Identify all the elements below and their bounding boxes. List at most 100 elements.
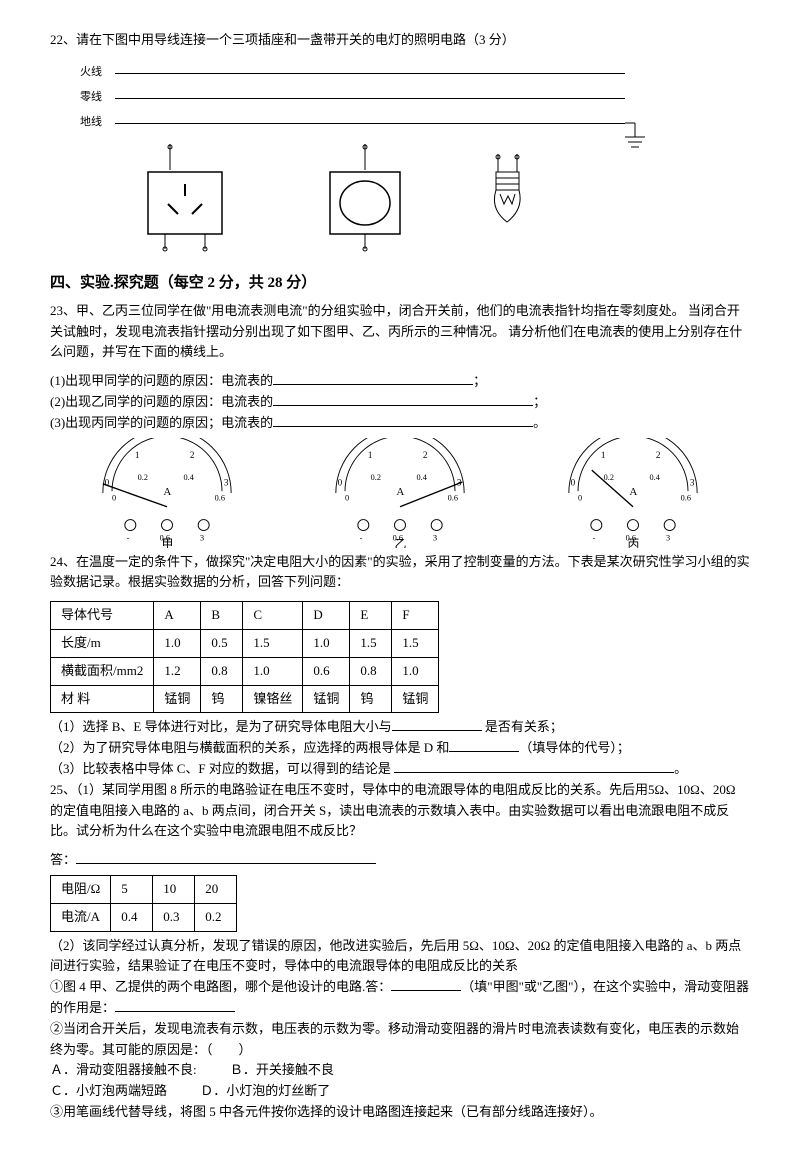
q25-s1: ①图 4 甲、乙提供的两个电路图，哪个是他设计的电路.答：（填"甲图"或"乙图"… xyxy=(50,977,750,1019)
svg-text:3: 3 xyxy=(200,533,204,542)
table-row: 横截面积/mm2 1.2 0.8 1.0 0.6 0.8 1.0 xyxy=(51,657,439,685)
q25-s3: ③用笔画线代替导线，将图 5 中各元件按你选择的设计电路图连接起来（已有部分线路… xyxy=(50,1102,750,1123)
cell: 1.0 xyxy=(243,657,303,685)
cell: 锰铜 xyxy=(154,685,201,713)
zero-label: 零线 xyxy=(80,89,102,107)
option-b[interactable]: Ｂ．开关接触不良 xyxy=(230,1062,334,1077)
th: D xyxy=(303,602,350,630)
socket-icon xyxy=(140,144,230,254)
ammeter-jia: 0123 00.20.40.6 A - 0.6 3 甲 xyxy=(77,438,257,548)
cell: 1.0 xyxy=(303,629,350,657)
cell: 20 xyxy=(195,875,237,903)
svg-text:2: 2 xyxy=(423,450,428,460)
cell: 0.6 xyxy=(303,657,350,685)
cell: 1.5 xyxy=(350,629,392,657)
svg-text:-: - xyxy=(360,533,363,542)
svg-text:3: 3 xyxy=(690,477,695,487)
ground-line xyxy=(115,123,625,124)
circuit-diagram: 火线 零线 地线 xyxy=(80,59,640,259)
cell: 电流/A xyxy=(51,903,111,931)
q24-blank1[interactable] xyxy=(392,717,482,731)
svg-text:0.4: 0.4 xyxy=(183,473,193,482)
q25-options: Ａ．滑动变阻器接触不良: Ｂ．开关接触不良 Ｃ．小灯泡两端短路 Ｄ．小灯泡的灯丝… xyxy=(50,1060,750,1102)
q23-p2-text: (2)出现乙同学的问题的原因：电流表的 xyxy=(50,394,273,409)
option-a[interactable]: Ａ．滑动变阻器接触不良: xyxy=(50,1062,197,1077)
cell: 0.3 xyxy=(153,903,195,931)
q24-blank3[interactable] xyxy=(394,759,674,773)
q25-blank-ans[interactable] xyxy=(76,850,376,864)
svg-text:0: 0 xyxy=(338,477,343,487)
svg-text:0.6: 0.6 xyxy=(448,493,458,502)
cell: 镍铬丝 xyxy=(243,685,303,713)
option-d[interactable]: Ｄ．小灯泡的灯丝断了 xyxy=(200,1083,330,1098)
cell: 0.5 xyxy=(201,629,243,657)
th: E xyxy=(350,602,392,630)
cell: 0.8 xyxy=(350,657,392,685)
svg-text:-: - xyxy=(593,533,596,542)
cell: 5 xyxy=(111,875,153,903)
svg-text:0: 0 xyxy=(578,493,582,502)
q25-blank-s1[interactable] xyxy=(391,977,461,991)
q24-p1: （1）选择 B、E 导体进行对比，是为了研究导体电阻大小与 是否有关系； xyxy=(50,717,750,738)
q24-table: 导体代号 A B C D E F 长度/m 1.0 0.5 1.5 1.0 1.… xyxy=(50,601,439,713)
q23-blank2[interactable] xyxy=(273,392,533,406)
q24-intro: 24、在温度一定的条件下，做探究"决定电阻大小的因素"的实验，采用了控制变量的方… xyxy=(50,552,750,594)
q23-blank3[interactable] xyxy=(273,413,533,427)
q25-blank-s1b[interactable] xyxy=(115,998,235,1012)
q23-p3-text: (3)出现丙同学的问题的原因；电流表的 xyxy=(50,415,273,430)
svg-text:1: 1 xyxy=(368,450,373,460)
cell: 锰铜 xyxy=(392,685,439,713)
q23-p1-text: (1)出现甲同学的问题的原因：电流表的 xyxy=(50,373,273,388)
cell: 1.0 xyxy=(154,629,201,657)
q24-p2: （2）为了研究导体电阻与横截面积的关系，应选择的两根导体是 D 和（填导体的代号… xyxy=(50,738,750,759)
fire-label: 火线 xyxy=(80,64,102,82)
q24-p3b: 。 xyxy=(674,761,687,776)
th: F xyxy=(392,602,439,630)
ground-label: 地线 xyxy=(80,114,102,132)
svg-text:0.2: 0.2 xyxy=(137,473,147,482)
svg-text:3: 3 xyxy=(223,477,228,487)
svg-text:0: 0 xyxy=(112,493,116,502)
svg-text:甲: 甲 xyxy=(161,537,173,548)
switch-icon xyxy=(320,144,410,254)
q24-p1b: 是否有关系； xyxy=(482,719,563,734)
svg-text:0.2: 0.2 xyxy=(371,473,381,482)
ammeter-bing: 0123 00.20.40.6 A - 0.6 3 丙 xyxy=(543,438,723,548)
svg-text:0.6: 0.6 xyxy=(681,493,691,502)
q25-table: 电阻/Ω 5 10 20 电流/A 0.4 0.3 0.2 xyxy=(50,875,237,932)
q24-p2b: （填导体的代号）； xyxy=(519,740,630,755)
ground-icon xyxy=(620,117,650,157)
svg-text:0.6: 0.6 xyxy=(214,493,224,502)
ammeter-row: 0123 00.20.40.6 A - 0.6 3 甲 0123 00.20.4… xyxy=(50,438,750,548)
zero-line xyxy=(115,98,625,99)
th: A xyxy=(154,602,201,630)
q23-blank1[interactable] xyxy=(273,371,473,385)
cell: 材 料 xyxy=(51,685,154,713)
th: B xyxy=(201,602,243,630)
table-row: 材 料 锰铜 钨 镍铬丝 锰铜 钨 锰铜 xyxy=(51,685,439,713)
q23-p3: (3)出现丙同学的问题的原因；电流表的。 xyxy=(50,413,750,434)
q24-p3a: （3）比较表格中导体 C、F 对应的数据，可以得到的结论是 xyxy=(50,761,394,776)
svg-text:A: A xyxy=(163,485,171,497)
option-c[interactable]: Ｃ．小灯泡两端短路 xyxy=(50,1083,167,1098)
svg-text:3: 3 xyxy=(666,533,670,542)
cell: 钨 xyxy=(201,685,243,713)
q25-answer: 答： xyxy=(50,850,750,871)
svg-text:0.4: 0.4 xyxy=(416,473,426,482)
cell: 0.2 xyxy=(195,903,237,931)
section4-title: 四、实验.探究题（每空 2 分，共 28 分） xyxy=(50,271,750,295)
table-row: 长度/m 1.0 0.5 1.5 1.0 1.5 1.5 xyxy=(51,629,439,657)
q24-p1a: （1）选择 B、E 导体进行对比，是为了研究导体电阻大小与 xyxy=(50,719,392,734)
q24-blank2[interactable] xyxy=(449,738,519,752)
cell: 10 xyxy=(153,875,195,903)
svg-text:2: 2 xyxy=(190,450,195,460)
cell: 钨 xyxy=(350,685,392,713)
svg-text:丙: 丙 xyxy=(628,537,640,548)
table-row: 电流/A 0.4 0.3 0.2 xyxy=(51,903,237,931)
svg-text:0.4: 0.4 xyxy=(650,473,660,482)
bulb-icon xyxy=(480,154,540,254)
cell: 电阻/Ω xyxy=(51,875,111,903)
svg-text:0.2: 0.2 xyxy=(604,473,614,482)
cell: 横截面积/mm2 xyxy=(51,657,154,685)
svg-text:乙: 乙 xyxy=(394,537,406,548)
